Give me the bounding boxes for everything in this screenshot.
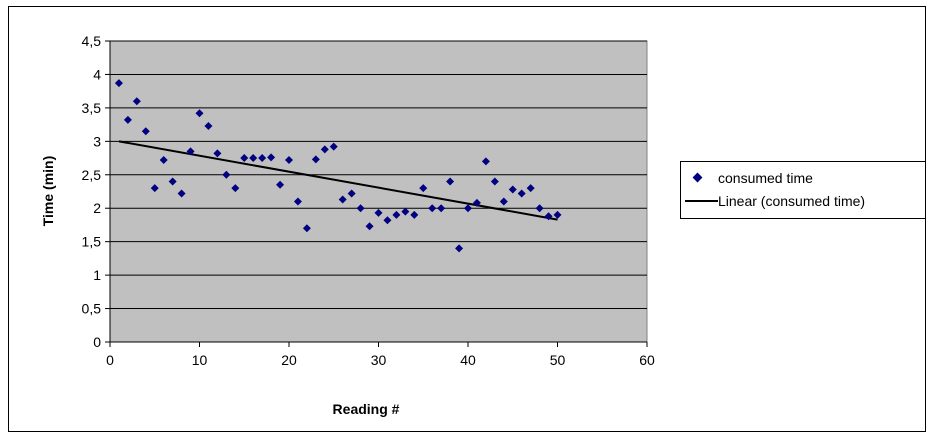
data-point [195,109,204,118]
data-point [231,184,240,193]
data-point [383,216,392,225]
data-point [455,244,464,253]
data-point [240,154,249,163]
y-tick-label: 0 [93,334,101,350]
x-axis-title: Reading # [333,401,400,417]
trendline [118,140,558,221]
x-tick-label: 40 [460,352,476,368]
data-point [114,79,123,88]
data-point [186,147,195,156]
data-point [311,155,320,164]
data-point [419,184,428,193]
data-point [302,224,311,233]
y-tick-label: 3 [93,133,101,149]
y-tick-label: 4 [93,66,101,82]
x-tick-label: 60 [639,352,655,368]
data-point [544,212,553,221]
data-point [401,207,410,216]
data-point [526,184,535,193]
data-point [159,156,168,165]
data-point [293,197,302,206]
data-point [446,177,455,186]
x-tick-label: 10 [192,352,208,368]
data-point [356,204,365,213]
data-point [517,189,526,198]
data-point [204,121,213,130]
data-point [249,154,258,163]
data-point [329,142,338,151]
x-tick-label: 0 [106,352,114,368]
legend-label: Linear (consumed time) [718,193,866,209]
data-point [150,184,159,193]
legend-entry-consumed-time: consumed time [681,168,925,190]
data-point [428,204,437,213]
data-points [114,79,562,253]
diamond-marker-icon [692,172,703,183]
data-point [374,208,383,217]
y-tick-label: 1,5 [82,234,102,250]
y-tick-label: 2,5 [82,167,102,183]
data-point [222,170,231,179]
data-point [553,210,562,219]
data-point [258,154,267,163]
data-point [437,204,446,213]
y-axis-title: Time (min) [40,156,56,227]
data-point [365,222,374,231]
data-point [320,145,329,154]
trendline-swatch-icon [685,200,718,202]
plot-area [109,40,648,343]
trendline-layer [118,140,558,221]
data-point [535,204,544,213]
data-point [213,149,222,158]
y-tick-label: 0,5 [82,301,102,317]
data-point [464,204,472,213]
data-point [276,180,285,189]
x-tick-labels: 0 10 20 30 40 50 60 [106,352,655,368]
data-point [285,156,293,165]
y-tick-labels: 0 0,5 1 1,5 2 2,5 3 3,5 4 4,5 [82,33,102,350]
data-point [410,210,419,219]
data-point [168,177,177,186]
data-point [141,127,150,136]
data-point [267,153,276,162]
data-point [177,189,186,198]
y-tick-label: 1 [93,267,101,283]
data-point [392,210,401,219]
x-tick-label: 50 [550,352,566,368]
data-point [472,198,481,207]
x-tick-label: 20 [281,352,297,368]
data-point [338,195,347,204]
data-point [123,115,132,124]
y-tick-label: 3,5 [82,100,102,116]
data-point [508,185,517,194]
data-point [499,197,508,206]
data-point [132,97,141,106]
axes [105,40,648,347]
gridlines [110,40,647,310]
y-tick-label: 2 [93,200,101,216]
legend: consumed time Linear (consumed time) [680,161,926,219]
y-tick-label: 4,5 [82,33,102,49]
legend-entry-linear: Linear (consumed time) [681,191,925,213]
x-tick-label: 30 [371,352,387,368]
legend-label: consumed time [718,170,813,186]
data-point [347,189,356,198]
data-point [481,157,490,166]
data-point [490,177,499,186]
